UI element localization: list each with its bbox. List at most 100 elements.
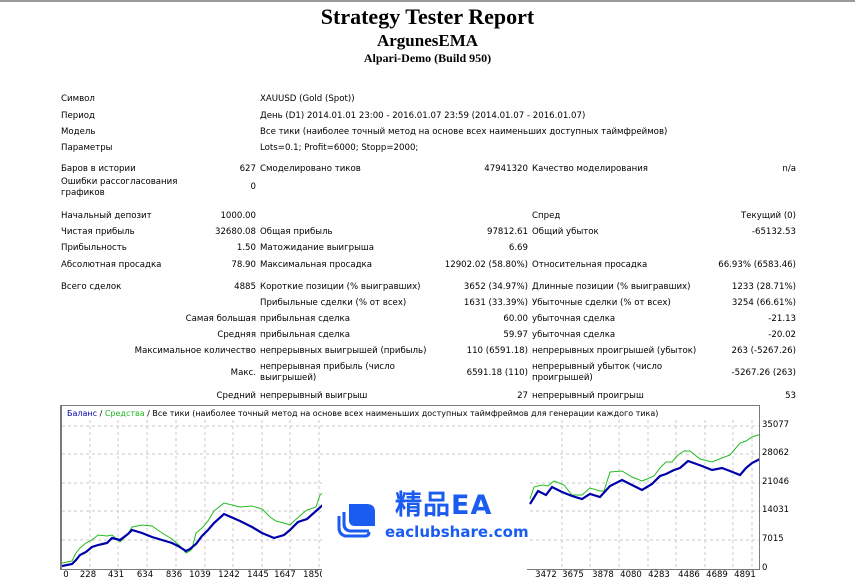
- rel-drawdown-label: Относительная просадка: [532, 260, 648, 270]
- x-tick: 1647: [274, 570, 296, 580]
- expected-payoff-value: 6.69: [508, 243, 528, 253]
- max-cons-profit-label: непрерывная прибыль (число выигрышей): [260, 362, 395, 383]
- y-tick: 7015: [762, 534, 784, 544]
- y-tick: 0: [762, 563, 768, 573]
- expected-payoff-label: Матожидание выигрыша: [260, 243, 375, 253]
- gross-loss-value: -65132.53: [751, 227, 796, 237]
- bars-value: 627: [239, 164, 256, 174]
- spread-value: Текущий (0): [741, 211, 796, 221]
- largest-win-value: 60.00: [503, 314, 528, 324]
- largest-win-label: прибыльная сделка: [260, 314, 350, 324]
- loss-trades-value: 3254 (66.61%): [731, 298, 796, 308]
- x-tick: 1242: [218, 570, 240, 580]
- profit-trades-label: Прибыльные сделки (% от всех): [260, 298, 407, 308]
- stack-logo-icon: [337, 504, 375, 538]
- quality-value: n/a: [782, 164, 796, 174]
- largest-loss-label: убыточная сделка: [532, 314, 616, 324]
- short-positions-value: 3652 (34.97%): [463, 282, 528, 292]
- legend-balance: Баланс: [67, 409, 98, 418]
- x-tick: 0: [63, 570, 69, 580]
- x-tick: 228: [79, 570, 97, 580]
- net-profit-label: Чистая прибыль: [61, 227, 135, 237]
- max-drawdown-value: 12902.02 (58.80%): [444, 260, 528, 270]
- legend-separator: /: [97, 409, 105, 418]
- largest-prefix: Самая большая: [185, 314, 256, 324]
- period-label: Период: [61, 111, 95, 121]
- errors-value: 0: [250, 182, 256, 192]
- gross-loss-label: Общий убыток: [532, 227, 599, 237]
- symbol-value: XAUUSD (Gold (Spot)): [260, 94, 355, 104]
- equity-line-right: [529, 434, 759, 500]
- server-build: Alpari-Demo (Build 950): [363, 51, 492, 65]
- deposit-value: 1000.00: [220, 211, 256, 221]
- max-drawdown-label: Максимальная просадка: [260, 260, 372, 270]
- params-label: Параметры: [61, 143, 113, 153]
- long-positions-label: Длинные позиции (% выигравших): [532, 282, 691, 292]
- legend-model: Все тики (наиболее точный метод на основ…: [152, 409, 659, 418]
- net-profit-value: 32680.08: [214, 227, 256, 237]
- profit-factor-label: Прибыльность: [61, 243, 127, 253]
- avg-cons-wins-label: непрерывный выигрыш: [260, 391, 368, 401]
- legend-separator: /: [144, 409, 153, 418]
- abs-drawdown-label: Абсолютная просадка: [61, 260, 162, 270]
- x-tick: 4891: [734, 570, 756, 580]
- max-cons-losses-value: 263 (-5267.26): [731, 346, 796, 356]
- max-cons-wins-value: 110 (6591.18): [466, 346, 528, 356]
- average-prefix: Средняя: [217, 330, 256, 340]
- avg-loss-label: убыточная сделка: [532, 330, 616, 340]
- y-tick: 21046: [762, 477, 790, 487]
- short-positions-label: Короткие позиции (% выигравших): [260, 282, 421, 292]
- loss-trades-label: Убыточные сделки (% от всех): [532, 298, 671, 308]
- report-title: Strategy Tester Report: [320, 4, 535, 29]
- max-cons-wins-label: непрерывных выигрышей (прибыль): [260, 346, 427, 356]
- max-cons-loss-value: -5267.26 (263): [731, 368, 796, 378]
- x-tick: 3472: [535, 570, 557, 580]
- max-cons-losses-label: непрерывных проигрышей (убыток): [532, 346, 697, 356]
- symbol-label: Символ: [61, 94, 95, 104]
- x-tick: 1445: [247, 570, 269, 580]
- total-trades-value: 4885: [234, 282, 256, 292]
- legend-equity: Средства: [104, 409, 145, 418]
- chart-legend: Баланс / Средства / Все тики (наиболее т…: [67, 409, 658, 419]
- x-tick: 1039: [189, 570, 211, 580]
- model-label: Модель: [61, 127, 96, 137]
- bars-label: Баров в истории: [61, 164, 136, 174]
- avg-cons-losses-label: непрерывный проигрыш: [532, 391, 644, 401]
- y-tick: 35077: [762, 420, 790, 430]
- x-tick: 1850: [303, 570, 325, 580]
- deposit-label: Начальный депозит: [61, 211, 152, 221]
- gross-profit-label: Общая прибыль: [260, 227, 333, 237]
- profit-trades-value: 1631 (33.39%): [463, 298, 528, 308]
- quality-label: Качество моделирования: [532, 164, 648, 174]
- x-tick: 836: [165, 570, 183, 580]
- model-value: Все тики (наиболее точный метод на основ…: [260, 127, 668, 137]
- x-tick: 4486: [678, 570, 700, 580]
- abs-drawdown-value: 78.90: [231, 260, 256, 270]
- ticks-value: 47941320: [484, 164, 528, 174]
- watermark-brand: 精品EA: [395, 490, 493, 521]
- ticks-label: Смоделировано тиков: [260, 164, 361, 174]
- total-trades-label: Всего сделок: [61, 282, 122, 292]
- largest-loss-value: -21.13: [768, 314, 796, 324]
- period-value: День (D1) 2014.01.01 23:00 - 2016.01.07 …: [260, 111, 586, 121]
- max-cons-profit-value: 6591.18 (110): [466, 368, 528, 378]
- balance-line-right: [529, 458, 759, 505]
- avg-cons-losses-value: 53: [785, 391, 796, 401]
- chart-plot: [62, 420, 759, 569]
- max-count-prefix: Максимальное количество: [134, 346, 256, 356]
- x-tick: 634: [136, 570, 154, 580]
- equity-line: [62, 480, 373, 564]
- gross-profit-value: 97812.61: [486, 227, 528, 237]
- chart-grid: [62, 420, 759, 569]
- expert-name: ArgunesEMA: [376, 31, 479, 50]
- max-cons-loss-label: непрерывный убыток (число проигрышей): [532, 362, 663, 383]
- spread-label: Спред: [532, 211, 561, 221]
- profit-factor-value: 1.50: [236, 243, 256, 253]
- long-positions-value: 1233 (28.71%): [731, 282, 796, 292]
- params-value: Lots=0.1; Profit=6000; Stopp=2000;: [260, 143, 419, 153]
- x-tick: 4689: [706, 570, 728, 580]
- watermark: 精品EA eaclubshare.com: [335, 490, 529, 550]
- x-tick: 4080: [620, 570, 642, 580]
- top-rule: [0, 0, 855, 2]
- x-tick: 3675: [562, 570, 584, 580]
